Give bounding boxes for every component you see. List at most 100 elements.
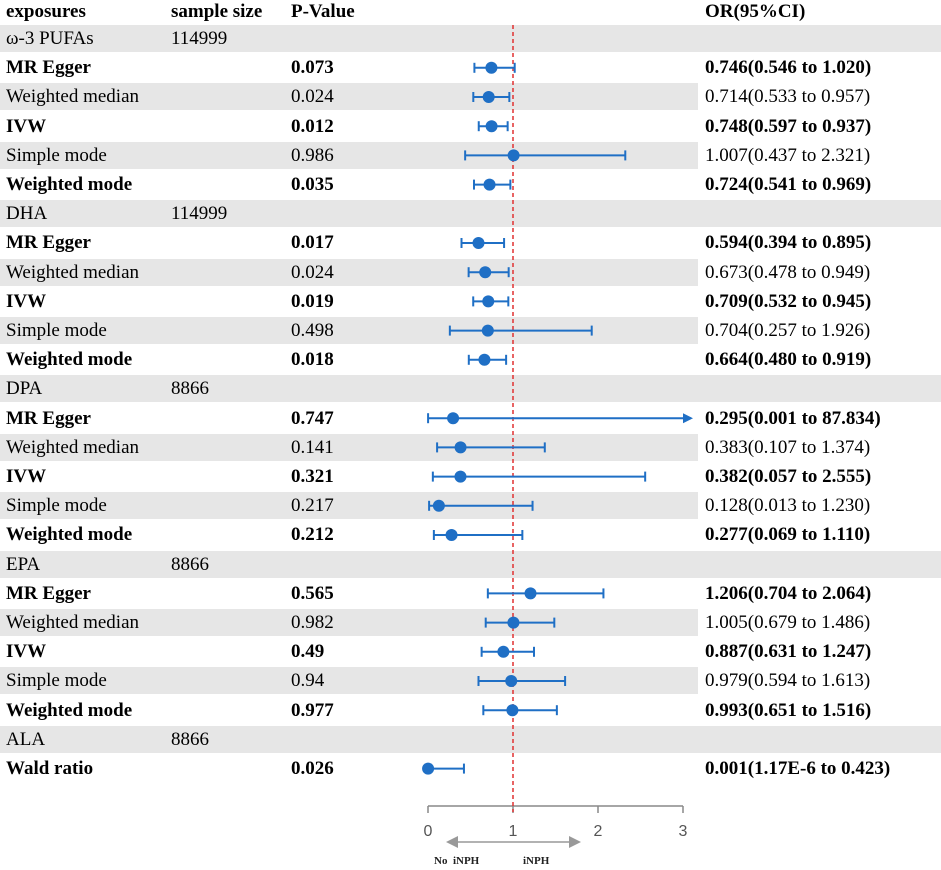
or-ci-text: 0.001(1.17E-6 to 0.423) — [705, 758, 891, 779]
or-point — [482, 295, 495, 308]
method-name: Weighted mode — [6, 699, 133, 721]
method-name: IVW — [6, 290, 47, 312]
method-name: MR Egger — [6, 57, 91, 79]
exposure-name: EPA — [6, 553, 41, 575]
or-ci-text: 0.382(0.057 to 2.555) — [705, 466, 872, 487]
method-name: IVW — [6, 466, 47, 487]
row-band — [0, 433, 698, 461]
or-point — [432, 499, 445, 512]
group-row: ALA 8866 — [0, 725, 941, 754]
table-row: IVW 0.321 0.382(0.057 to 2.555) — [0, 462, 941, 491]
or-point — [454, 470, 467, 483]
or-ci-text: 1.206(0.704 to 2.064) — [705, 582, 872, 604]
table-row: Simple mode 0.94 0.979(0.594 to 1.613) — [0, 666, 941, 695]
row-band — [0, 375, 941, 403]
or-point — [478, 353, 491, 366]
table-row: Weighted median 0.024 0.673(0.478 to 0.949… — [0, 258, 941, 287]
or-point — [507, 149, 520, 162]
p-value: 0.073 — [291, 57, 334, 79]
ci-arrow-icon — [683, 413, 693, 424]
or-point — [485, 120, 498, 133]
method-name: MR Egger — [6, 407, 91, 429]
exposure-name: DHA — [6, 203, 48, 225]
method-name: Weighted mode — [6, 349, 133, 371]
table-row: IVW 0.019 0.709(0.532 to 0.945) — [0, 287, 941, 316]
method-name: IVW — [6, 115, 47, 137]
or-ci-text: 0.295(0.001 to 87.834) — [705, 407, 881, 429]
table-row: MR Egger 0.017 0.594(0.394 to 0.895) — [0, 228, 941, 257]
p-value: 0.977 — [291, 699, 334, 721]
row-band — [0, 25, 941, 52]
or-point — [482, 91, 495, 103]
table-row: MR Egger 0.073 0.746(0.546 to 1.020) — [0, 53, 941, 82]
p-value: 0.321 — [291, 466, 334, 487]
p-value: 0.498 — [291, 320, 334, 341]
p-value: 0.024 — [291, 86, 334, 108]
p-value: 0.141 — [291, 436, 334, 458]
method-name: Weighted median — [6, 436, 140, 458]
p-value: 0.49 — [291, 641, 325, 663]
x-tick-label: 1 — [509, 823, 518, 840]
or-ci-text: 0.748(0.597 to 0.937) — [705, 115, 872, 137]
sample-size: 8866 — [171, 728, 209, 750]
method-name: Weighted median — [6, 86, 140, 108]
exposure-name: ω-3 PUFAs — [6, 28, 94, 49]
or-point — [481, 324, 494, 337]
x-tick-label: 3 — [679, 823, 688, 840]
table-row: MR Egger 0.565 1.206(0.704 to 2.064) — [0, 579, 941, 608]
left-direction-label: No iNPH — [434, 855, 480, 867]
p-value: 0.017 — [291, 232, 334, 254]
or-ci-text: 1.005(0.679 to 1.486) — [705, 612, 871, 633]
group-row: ω-3 PUFAs 114999 — [0, 24, 941, 53]
or-ci-text: 0.709(0.532 to 0.945) — [705, 290, 872, 312]
or-point — [472, 237, 485, 249]
p-value: 0.018 — [291, 349, 334, 371]
or-ci-text: 0.887(0.631 to 1.247) — [705, 641, 872, 663]
sample-size: 114999 — [171, 28, 228, 49]
or-ci-text: 0.724(0.541 to 0.969) — [705, 174, 872, 195]
or-point — [506, 704, 519, 717]
p-value: 0.019 — [291, 290, 334, 312]
table-row: Simple mode 0.217 0.128(0.013 to 1.230) — [0, 491, 941, 520]
method-name: Weighted mode — [6, 524, 133, 546]
or-point — [485, 61, 498, 74]
table-row: Weighted median 0.982 1.005(0.679 to 1.486… — [0, 608, 941, 637]
or-ci-text: 0.714(0.533 to 0.957) — [705, 86, 871, 108]
or-point — [483, 178, 496, 191]
method-name: MR Egger — [6, 232, 91, 254]
method-name: MR Egger — [6, 582, 91, 604]
sample-size: 114999 — [171, 203, 228, 225]
p-value: 0.986 — [291, 144, 334, 166]
method-name: Weighted median — [6, 261, 140, 283]
or-point — [454, 441, 467, 454]
group-row: DHA 114999 — [0, 199, 941, 228]
or-ci-text: 0.979(0.594 to 1.613) — [705, 670, 871, 692]
method-name: IVW — [6, 641, 47, 663]
or-point — [422, 762, 435, 775]
exposure-name: DPA — [6, 378, 43, 400]
or-ci-text: 1.007(0.437 to 2.321) — [705, 144, 871, 166]
header-exposures: exposures — [6, 1, 86, 22]
method-name: Wald ratio — [6, 758, 94, 779]
right-direction-label: iNPH — [523, 855, 550, 867]
or-point — [505, 675, 518, 687]
or-ci-text: 0.594(0.394 to 0.895) — [705, 232, 872, 254]
p-value: 0.012 — [291, 115, 334, 137]
method-name: Simple mode — [6, 495, 107, 517]
or-point — [447, 412, 460, 425]
or-point — [497, 645, 510, 658]
row-band — [0, 83, 698, 111]
header-sample-size: sample size — [171, 1, 263, 22]
row-band — [0, 667, 698, 695]
or-point — [445, 529, 458, 541]
or-ci-text: 0.664(0.480 to 0.919) — [705, 349, 872, 371]
method-name: Simple mode — [6, 320, 107, 341]
or-ci-text: 0.704(0.257 to 1.926) — [705, 320, 871, 341]
method-name: Weighted mode — [6, 174, 133, 195]
or-point — [479, 266, 492, 279]
table-row: IVW 0.012 0.748(0.597 to 0.937) — [0, 112, 941, 141]
table-row: Weighted mode 0.035 0.724(0.541 to 0.969) — [0, 170, 941, 199]
table-row: Weighted mode 0.212 0.277(0.069 to 1.110) — [0, 520, 941, 549]
